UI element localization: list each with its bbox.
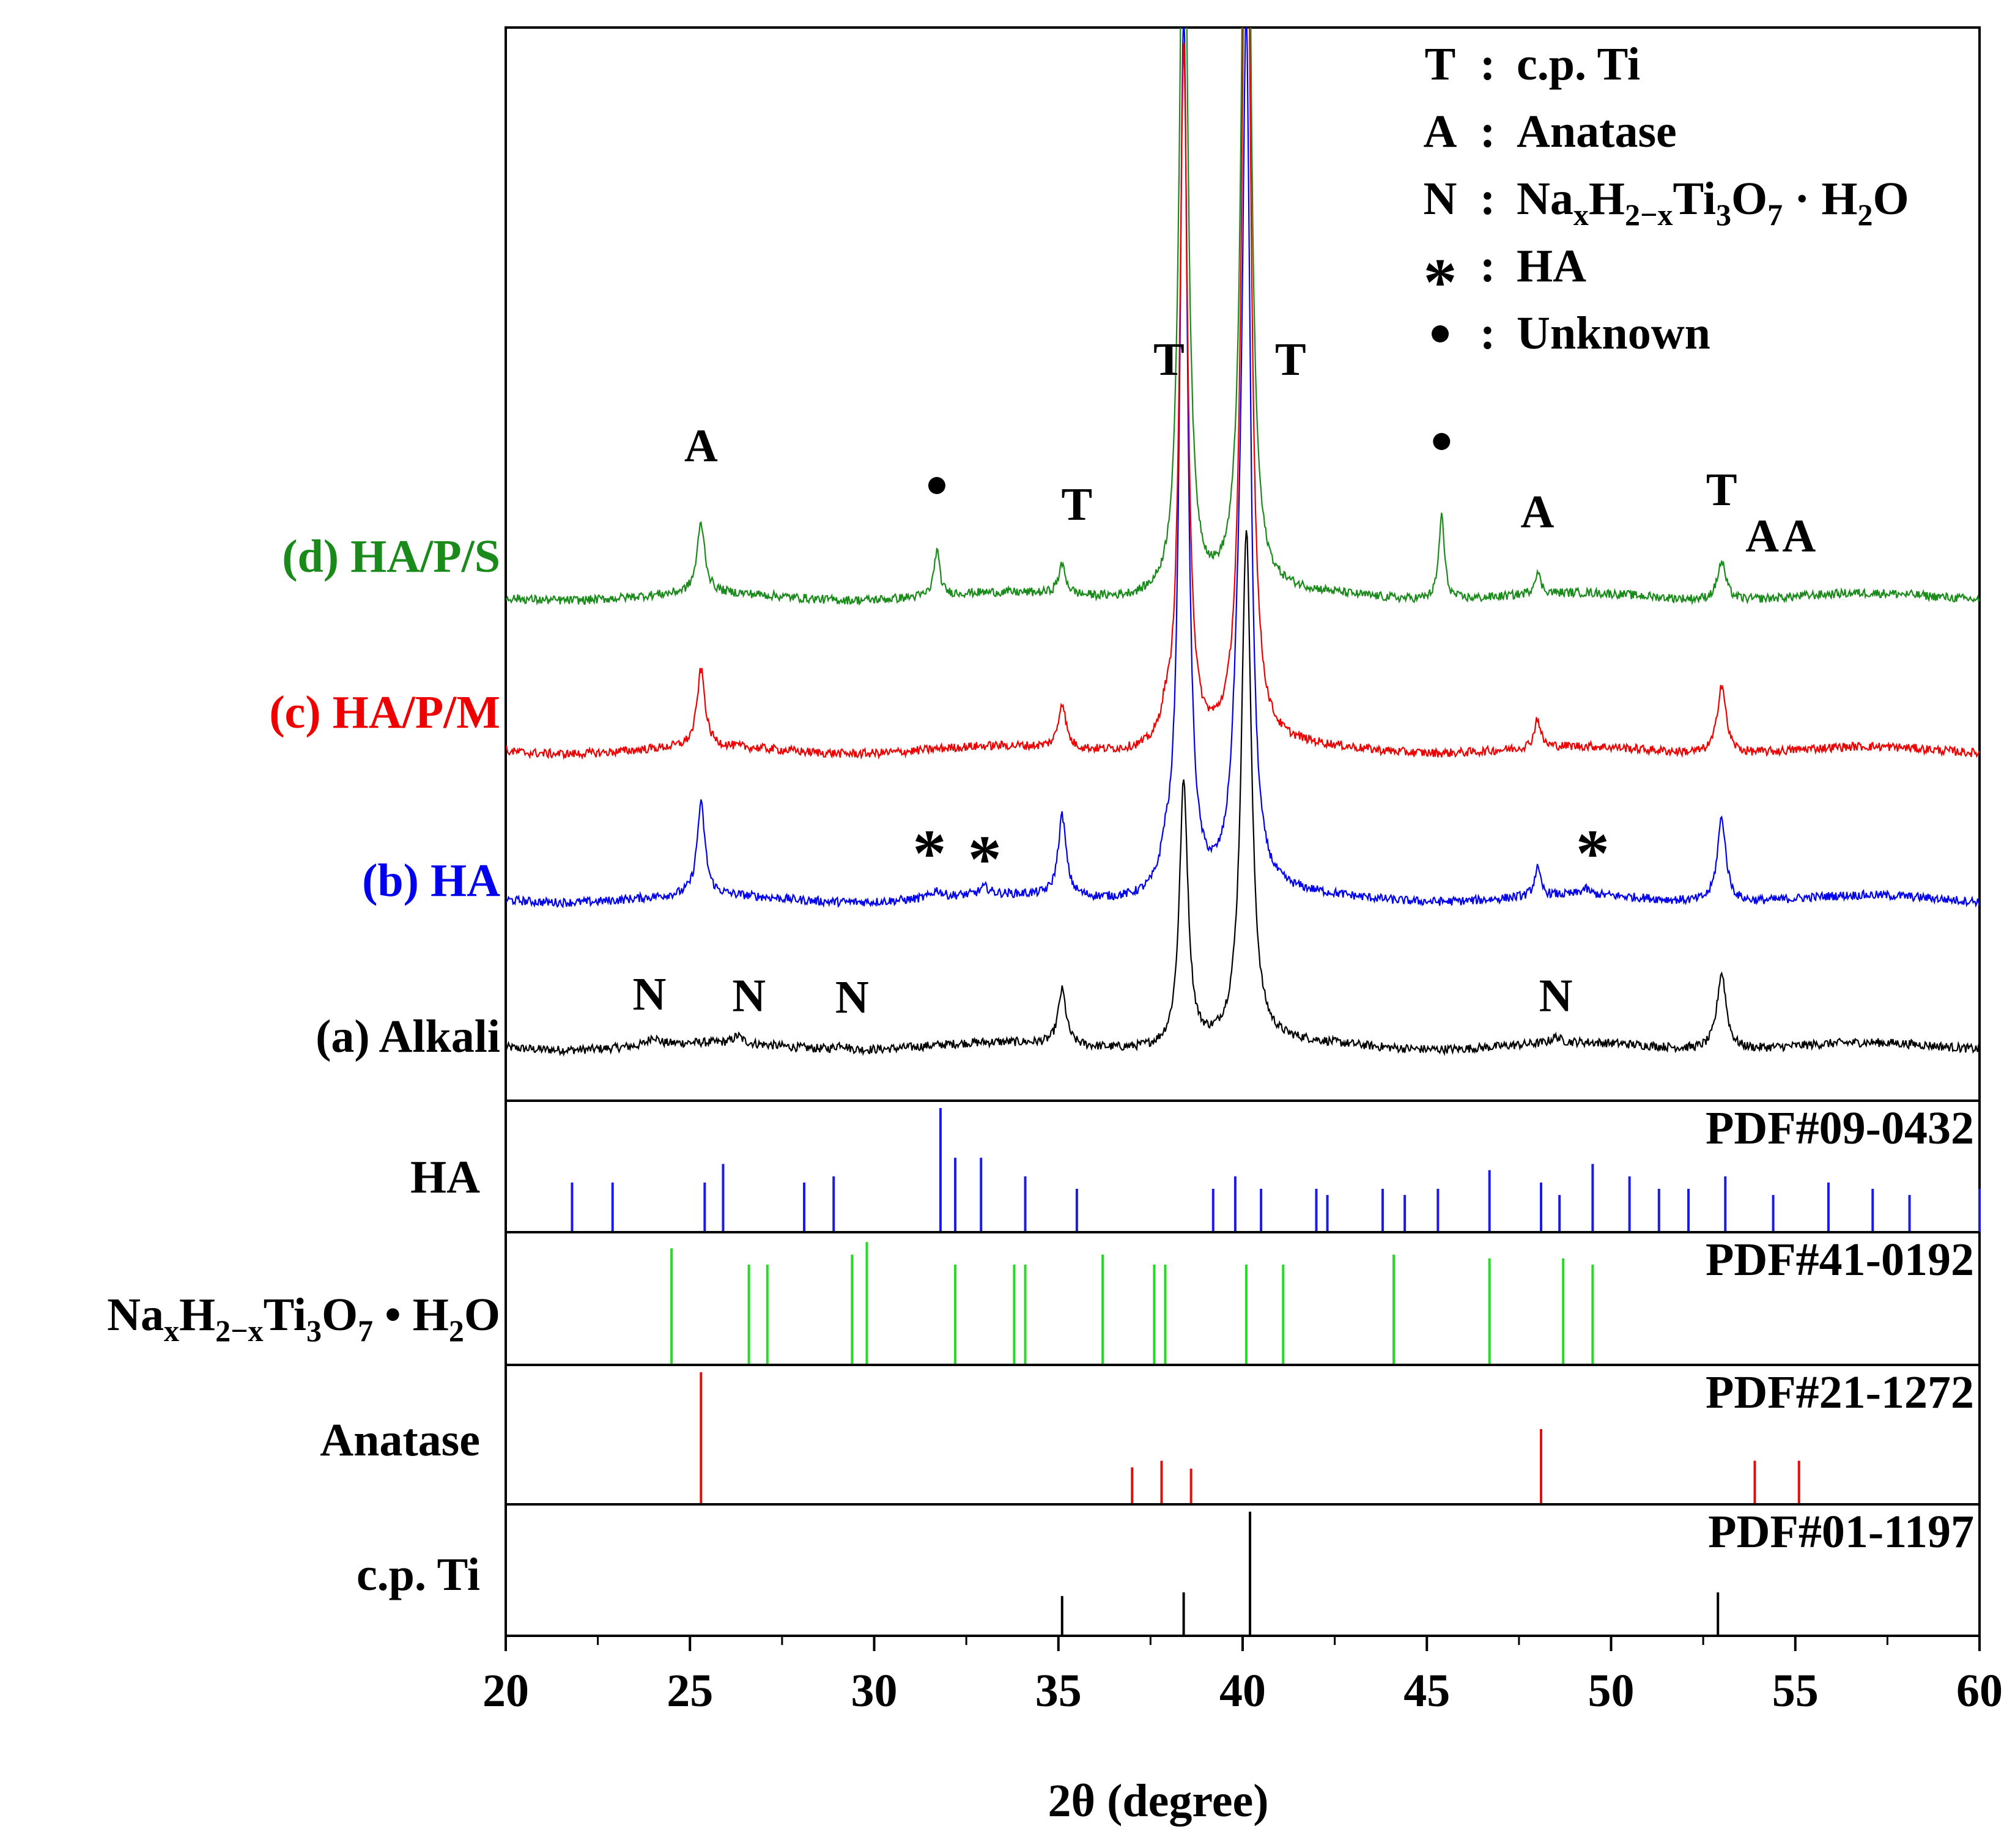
trace-group <box>506 28 1980 1057</box>
legend-text-part: x <box>1573 198 1589 232</box>
trace-hapm <box>506 28 1980 761</box>
legend-text: Anatase <box>1517 106 1677 157</box>
ref-pdf-pdf_anatase: PDF#21-1272 <box>1706 1367 1974 1418</box>
legend-text: HA <box>1517 240 1586 292</box>
x-tick-label: 55 <box>1772 1665 1819 1717</box>
marker-T: T <box>1275 334 1306 385</box>
x-tick-label: 20 <box>482 1665 529 1717</box>
ref-name: c.p. Ti <box>357 1549 480 1600</box>
ref-name-part: • H <box>373 1289 449 1340</box>
legend-text-part: · H <box>1783 173 1857 224</box>
legend-symbol: T <box>1425 39 1456 90</box>
marker-asterisk: * <box>968 822 1002 896</box>
x-axis: 20 25 30 35 40 45 50 55 60 <box>482 1636 2003 1717</box>
legend-text-part: O <box>1731 173 1767 224</box>
x-tick-label: 40 <box>1219 1665 1266 1717</box>
ref-name: NaxH2−xTi3O7 • H2O <box>107 1289 500 1348</box>
legend-text-part: O <box>1873 173 1909 224</box>
ref-name-part: O <box>464 1289 500 1340</box>
marker-asterisk: * <box>1576 816 1610 890</box>
legend-text-part: 2 <box>1858 198 1873 232</box>
legend-symbol: N <box>1424 173 1457 224</box>
marker-dot <box>1433 433 1451 450</box>
series-label-haps: (d) HA/P/S <box>282 531 500 582</box>
series-label-hapm: (c) HA/P/M <box>269 687 500 738</box>
trace-haps <box>506 28 1980 606</box>
x-tick-label: 25 <box>667 1665 713 1717</box>
x-tick-label: 30 <box>851 1665 898 1717</box>
x-tick-label: 45 <box>1403 1665 1450 1717</box>
marker-A: A <box>1521 486 1555 538</box>
legend-text-part: H <box>1589 173 1625 224</box>
ref-name-part: Ti <box>264 1289 306 1340</box>
x-tick-label: 50 <box>1588 1665 1635 1717</box>
marker-N: N <box>633 969 667 1020</box>
ref-name: HA <box>410 1151 480 1203</box>
marker-T: T <box>1062 479 1093 530</box>
ref-name-part: Na <box>107 1289 164 1340</box>
ref-pdf-pdf_naht: PDF#41-0192 <box>1706 1234 1974 1285</box>
marker-A: A <box>1745 511 1779 562</box>
legend-symbol: * <box>1424 245 1457 319</box>
marker-N: N <box>1539 970 1573 1021</box>
legend-text: c.p. Ti <box>1517 39 1640 90</box>
legend-symbol <box>1432 325 1449 342</box>
legend-text: NaxH2−xTi3O7 · H2O <box>1517 173 1909 232</box>
ref-pdf-pdf_ha: PDF#09-0432 <box>1706 1103 1974 1154</box>
legend-text: Unknown <box>1517 308 1710 359</box>
ref-name-part: 2−x <box>215 1314 264 1348</box>
series-label-alkali: (a) Alkali <box>316 1011 500 1062</box>
marker-A: A <box>684 420 718 471</box>
legend-text-part: 2−x <box>1625 198 1673 232</box>
ref-name-part: O <box>322 1289 358 1340</box>
ref-pdf-pdf_ti: PDF#01-1197 <box>1708 1506 1974 1558</box>
marker-N: N <box>835 972 869 1023</box>
legend-symbol: A <box>1424 106 1457 157</box>
trace-ha <box>506 28 1980 909</box>
ref-name-part: 2 <box>449 1314 464 1348</box>
marker-dot <box>928 477 945 494</box>
legend-text-part: 7 <box>1767 198 1783 232</box>
ref-name-part: x <box>164 1314 179 1348</box>
ref-name: Anatase <box>320 1414 480 1466</box>
ref-name-part: H <box>179 1289 215 1340</box>
marker-N: N <box>732 970 766 1021</box>
marker-T: T <box>1706 464 1737 516</box>
legend-sep: : <box>1480 106 1495 157</box>
legend-text-part: Na <box>1517 173 1573 224</box>
marker-T: T <box>1153 334 1185 385</box>
legend-text-part: 3 <box>1716 198 1731 232</box>
legend-sep: : <box>1480 308 1495 359</box>
reference-panels: PDF#09-0432 PDF#41-0192 PDF#21-1272 PDF#01-… <box>107 1100 1981 1636</box>
x-tick-label: 60 <box>1956 1665 2003 1717</box>
x-axis-label: 2θ (degree) <box>1048 1775 1268 1827</box>
series-label-ha: (b) HA <box>362 855 500 906</box>
x-tick-label: 35 <box>1035 1665 1082 1717</box>
main-panel: (a) Alkali (b) HA (c) HA/P/M (d) HA/P/S N N N T… <box>269 26 1981 1637</box>
legend-sep: : <box>1480 240 1495 292</box>
ref-name-part: 7 <box>358 1314 373 1348</box>
marker-A: A <box>1782 511 1816 562</box>
trace-alkali <box>506 530 1980 1057</box>
marker-asterisk: * <box>912 816 946 890</box>
legend-sep: : <box>1480 173 1495 224</box>
legend-sep: : <box>1480 39 1495 90</box>
ref-name-part: 3 <box>306 1314 322 1348</box>
legend-text-part: Ti <box>1673 173 1716 224</box>
